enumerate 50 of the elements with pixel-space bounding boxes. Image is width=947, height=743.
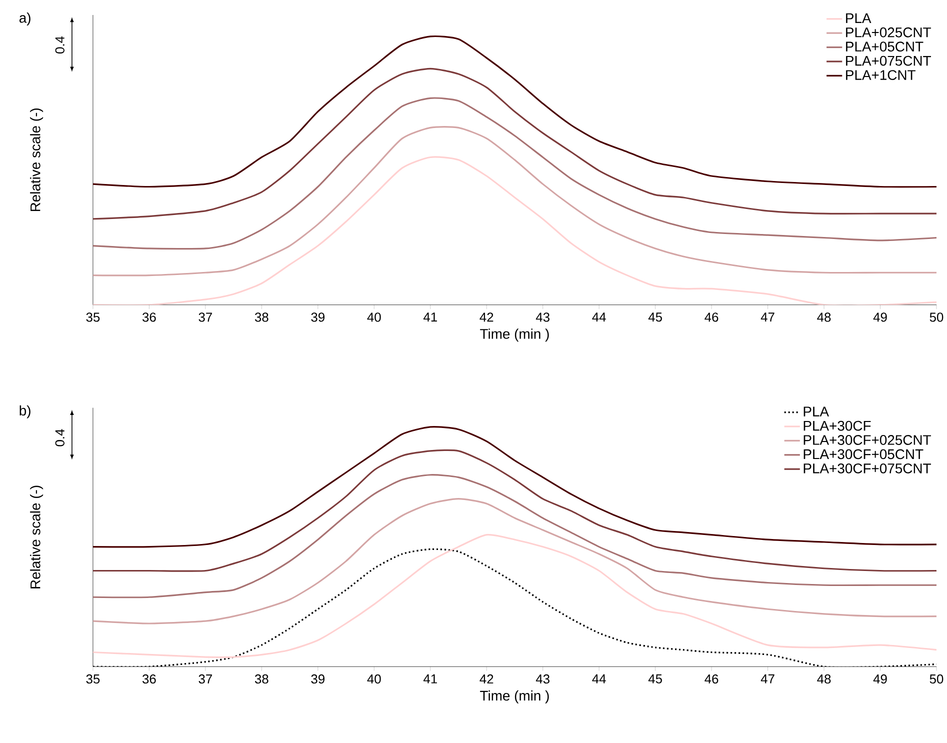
x-tick-label: 36 (142, 312, 156, 322)
x-tick-label: 43 (536, 674, 550, 684)
legend-label: PLA (804, 406, 830, 417)
x-tick-label: 42 (480, 312, 494, 322)
x-tick-label: 39 (311, 674, 324, 684)
y-axis-title: Relative scale (-) (30, 486, 44, 589)
chart-title: a) (19, 12, 30, 26)
x-tick-label: 47 (760, 674, 774, 684)
legend-label: PLA (846, 14, 872, 24)
legend-label: PLA+05CNT (846, 42, 924, 52)
legend-label: PLA+1CNT (846, 70, 916, 80)
x-tick-label: 48 (817, 674, 831, 684)
x-tick-label: 44 (592, 674, 606, 684)
x-tick-label: 43 (536, 312, 550, 322)
x-tick-label: 45 (648, 312, 662, 322)
x-tick-label: 50 (930, 312, 944, 322)
x-tick-label: 48 (817, 312, 831, 322)
x-tick-label: 39 (311, 312, 324, 322)
legend-label: PLA+30CF (804, 421, 871, 431)
x-tick-label: 41 (423, 312, 437, 322)
x-tick-label: 50 (930, 674, 944, 684)
x-tick-label: 44 (592, 312, 606, 322)
chart-title: b) (20, 406, 30, 419)
x-axis-title: Time (min ) (480, 690, 549, 704)
text: 0.4 (55, 36, 64, 54)
x-tick-label: 41 (423, 674, 437, 684)
x-tick-label: 38 (254, 312, 268, 322)
x-tick-label: 49 (873, 312, 887, 322)
y-axis-title: Relative scale (-) (30, 108, 44, 212)
x-axis-title: Time (min ) (480, 328, 549, 342)
x-tick-label: 45 (648, 674, 662, 684)
x-tick-label: 38 (254, 674, 268, 684)
text: 0.4 (55, 429, 64, 446)
x-tick-label: 49 (873, 674, 887, 684)
x-tick-label: 37 (198, 312, 212, 322)
x-tick-label: 40 (367, 674, 381, 684)
x-tick-label: 47 (760, 312, 774, 322)
x-tick-label: 42 (480, 674, 494, 684)
x-tick-label: 40 (367, 312, 381, 322)
legend-label: PLA+025CNT (846, 28, 931, 38)
x-tick-label: 36 (142, 674, 156, 684)
legend-label: PLA+30CF+075CNT (804, 464, 931, 474)
legend-label: PLA+075CNT (846, 56, 931, 66)
legend-label: PLA+30CF+025CNT (804, 435, 931, 446)
x-tick-label: 46 (704, 674, 718, 684)
x-tick-label: 35 (86, 312, 100, 322)
legend-label: PLA+30CF+05CNT (804, 449, 924, 460)
x-tick-label: 37 (198, 674, 212, 684)
x-tick-label: 35 (86, 674, 100, 684)
x-tick-label: 46 (704, 312, 718, 322)
